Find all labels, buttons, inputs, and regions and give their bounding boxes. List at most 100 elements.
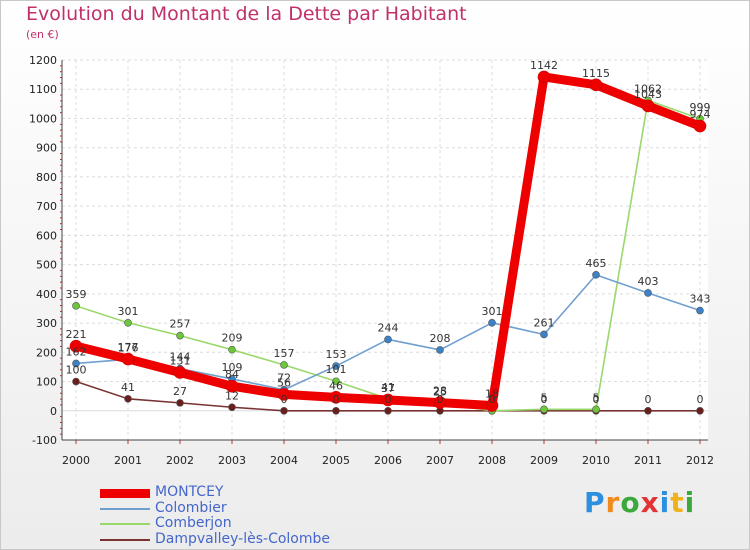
- data-label: 27: [173, 385, 187, 398]
- proxiti-logo: Proxiti: [584, 486, 695, 519]
- data-point: [589, 78, 603, 92]
- data-label: 109: [222, 361, 243, 374]
- legend-swatch: [100, 523, 150, 525]
- data-point: [332, 406, 340, 415]
- x-tick-label: 2003: [218, 454, 246, 467]
- legend-swatch: [100, 488, 150, 498]
- data-label: 301: [118, 305, 139, 318]
- x-tick-label: 2000: [62, 454, 90, 467]
- data-label: 1142: [530, 59, 558, 72]
- data-point: [641, 99, 655, 113]
- y-tick-label: 1200: [29, 54, 57, 67]
- data-label: 1043: [634, 88, 662, 101]
- brand-letter: i: [684, 486, 696, 519]
- data-label: 0: [645, 393, 652, 406]
- data-label: 101: [326, 363, 347, 376]
- data-point: [332, 377, 340, 386]
- data-label: 177: [118, 341, 139, 354]
- data-label: 301: [482, 305, 503, 318]
- data-point: [384, 406, 392, 415]
- brand-letter: i: [659, 486, 671, 519]
- data-point: [592, 271, 600, 279]
- x-tick-label: 2005: [322, 454, 350, 467]
- data-label: 0: [489, 393, 496, 406]
- data-label: 144: [170, 351, 191, 364]
- data-point: [332, 362, 340, 370]
- x-tick-label: 2001: [114, 454, 142, 467]
- data-point: [433, 396, 447, 409]
- legend-label: Comberjon: [155, 515, 232, 531]
- data-point: [436, 346, 444, 354]
- x-tick-label: 2002: [166, 454, 194, 467]
- data-point: [124, 318, 132, 327]
- data-point: [280, 406, 288, 415]
- y-tick-label: 100: [36, 376, 57, 389]
- data-label: 244: [378, 321, 399, 334]
- x-tick-label: 2011: [634, 454, 662, 467]
- data-label: 0: [437, 393, 444, 406]
- data-label: 999: [690, 101, 711, 114]
- data-label: 72: [277, 372, 291, 385]
- data-label: 0: [541, 393, 548, 406]
- data-label: 56: [277, 376, 291, 389]
- y-tick-label: 1000: [29, 112, 57, 125]
- x-tick-label: 2004: [270, 454, 298, 467]
- data-point: [228, 345, 236, 354]
- data-label: 5: [593, 391, 600, 404]
- data-label: 37: [381, 382, 395, 395]
- brand-letter: t: [670, 486, 685, 519]
- data-label: 465: [586, 257, 607, 270]
- y-tick-label: 400: [36, 288, 57, 301]
- data-label: 1062: [634, 82, 662, 95]
- x-tick-label: 2006: [374, 454, 402, 467]
- data-label: 100: [66, 364, 87, 377]
- data-label: 0: [697, 393, 704, 406]
- legend-swatch: [100, 538, 150, 541]
- data-point: [280, 361, 288, 369]
- chart-subtitle: (en €): [26, 28, 59, 41]
- data-label: 221: [66, 328, 87, 341]
- data-label: 0: [489, 393, 496, 406]
- data-point: [225, 379, 239, 393]
- data-label: 28: [433, 385, 447, 398]
- x-tick-label: 2010: [582, 454, 610, 467]
- x-tick-label: 2008: [478, 454, 506, 467]
- data-point: [72, 359, 80, 368]
- data-label: 359: [66, 288, 87, 301]
- data-point: [121, 352, 135, 366]
- legend-swatch: [100, 507, 150, 510]
- data-label: 0: [593, 393, 600, 406]
- data-point: [488, 318, 496, 327]
- data-label: 5: [541, 391, 548, 404]
- data-point: [644, 406, 652, 415]
- data-label: 18: [485, 388, 499, 401]
- y-tick-label: 1100: [29, 83, 57, 96]
- data-point: [69, 339, 83, 353]
- data-point: [540, 330, 548, 339]
- data-point: [72, 377, 80, 386]
- data-point: [696, 306, 704, 315]
- y-tick-label: 800: [36, 171, 57, 184]
- data-label: 84: [225, 368, 239, 381]
- legend-label: MONTCEY: [155, 484, 224, 500]
- y-tick-label: 900: [36, 142, 57, 155]
- data-point: [592, 405, 600, 414]
- brand-letter: P: [584, 486, 606, 519]
- x-tick-label: 2012: [686, 454, 714, 467]
- chart-title: Evolution du Montant de la Dette par Hab…: [26, 3, 467, 25]
- data-label: 343: [690, 293, 711, 306]
- data-label: 209: [222, 332, 243, 345]
- legend-label: Dampvalley-lès-Colombe: [155, 530, 331, 547]
- data-label: 974: [690, 108, 711, 121]
- data-point: [540, 405, 548, 414]
- brand-letter: o: [620, 486, 641, 519]
- data-label: 131: [170, 354, 191, 367]
- data-point: [277, 388, 291, 401]
- data-point: [693, 119, 707, 133]
- data-label: 0: [385, 393, 392, 406]
- data-point: [329, 391, 343, 404]
- data-label: 41: [381, 381, 395, 394]
- data-point: [644, 289, 652, 297]
- y-tick-label: 500: [36, 259, 57, 272]
